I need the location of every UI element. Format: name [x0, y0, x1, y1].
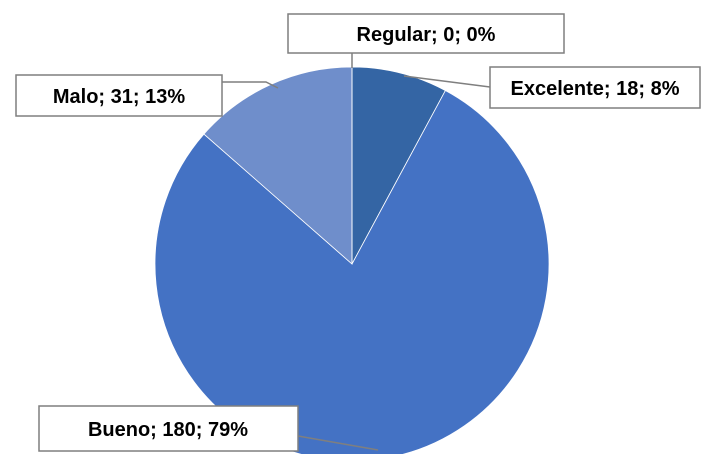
- pie-slice-excelente: [351, 66, 446, 265]
- pie-slices: [154, 66, 550, 454]
- callout-regular: Regular; 0; 0%: [287, 13, 565, 68]
- callout-excelente: Excelente; 18; 8%: [403, 66, 701, 109]
- leader-line-excelente: [403, 75, 491, 88]
- callout-box-malo: [15, 74, 223, 117]
- pie-slice-bueno: [154, 89, 550, 454]
- leader-line-malo: [222, 81, 279, 89]
- callout-box-bueno: [38, 405, 299, 452]
- callout-box-regular: [287, 13, 565, 54]
- callout-malo: Malo; 31; 13%: [15, 74, 279, 117]
- leader-line-bueno: [297, 435, 379, 451]
- callout-bueno: Bueno; 180; 79%: [38, 405, 379, 452]
- data-label-excelente: Excelente; 18; 8%: [511, 78, 680, 100]
- callout-box-excelente: [489, 66, 701, 109]
- data-label-bueno: Bueno; 180; 79%: [88, 419, 248, 441]
- data-label-malo: Malo; 31; 13%: [53, 86, 185, 108]
- data-label-regular: Regular; 0; 0%: [357, 24, 496, 46]
